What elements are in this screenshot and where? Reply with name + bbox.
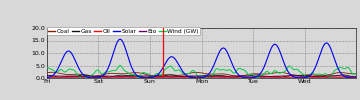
Legend: Coal, Gas, Oil, Solar, Bio, Wind (GW): Coal, Gas, Oil, Solar, Bio, Wind (GW)	[47, 27, 200, 35]
